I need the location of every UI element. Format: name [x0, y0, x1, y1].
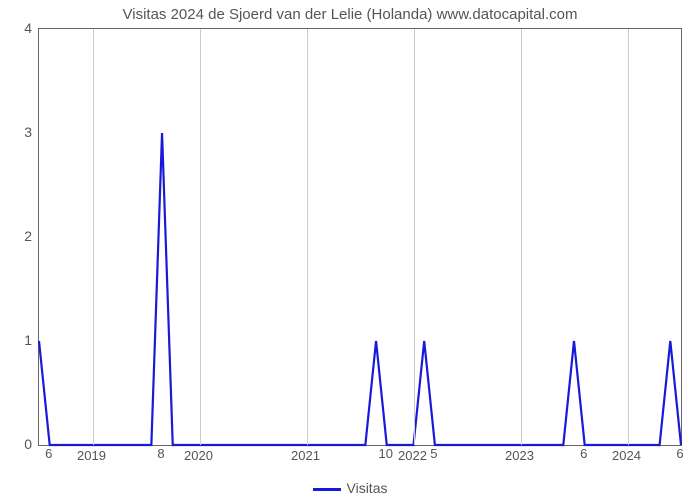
gridline-v [628, 29, 629, 445]
y-tick-label: 4 [0, 20, 32, 36]
legend: Visitas [0, 480, 700, 496]
point-label: 6 [580, 446, 587, 461]
y-tick-label: 0 [0, 436, 32, 452]
point-label: 8 [157, 446, 164, 461]
x-tick-label: 2023 [505, 448, 534, 463]
legend-swatch [313, 488, 341, 491]
point-label: 10 [379, 446, 393, 461]
line-series [39, 29, 681, 445]
point-label: 6 [676, 446, 683, 461]
x-tick-label: 2021 [291, 448, 320, 463]
y-tick-label: 1 [0, 332, 32, 348]
legend-label: Visitas [347, 480, 388, 496]
chart-title: Visitas 2024 de Sjoerd van der Lelie (Ho… [0, 6, 700, 23]
gridline-v [414, 29, 415, 445]
series-path [39, 133, 681, 445]
gridline-v [521, 29, 522, 445]
x-tick-label: 2019 [77, 448, 106, 463]
gridline-v [307, 29, 308, 445]
y-tick-label: 3 [0, 124, 32, 140]
x-tick-label: 2024 [612, 448, 641, 463]
point-label: 6 [45, 446, 52, 461]
chart-container: Visitas 2024 de Sjoerd van der Lelie (Ho… [0, 0, 700, 500]
gridline-v [93, 29, 94, 445]
gridline-v [200, 29, 201, 445]
y-tick-label: 2 [0, 228, 32, 244]
plot-area [38, 28, 682, 446]
point-label: 5 [430, 446, 437, 461]
x-tick-label: 2022 [398, 448, 427, 463]
x-tick-label: 2020 [184, 448, 213, 463]
